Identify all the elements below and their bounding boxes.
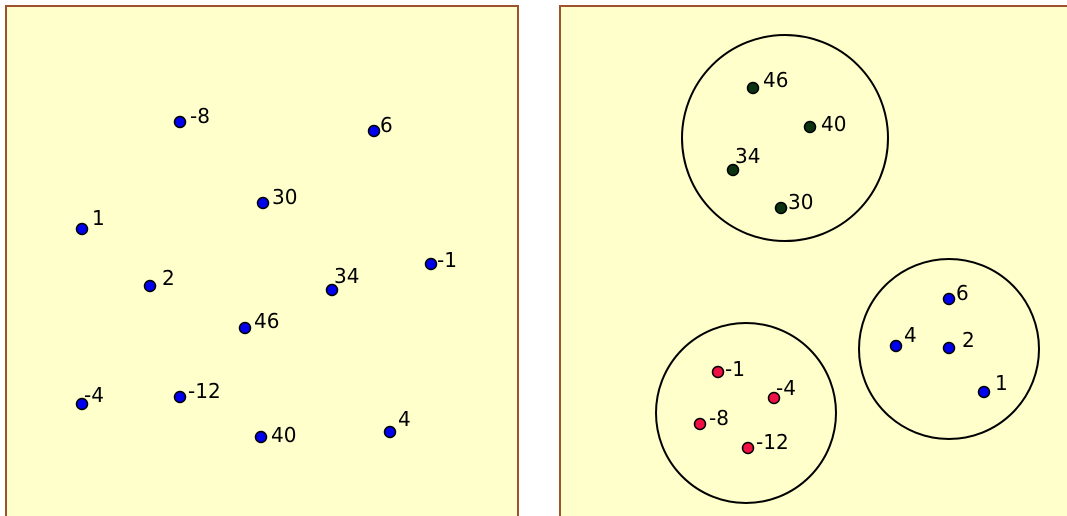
left-point-dot xyxy=(424,257,438,271)
cluster-point-label: -12 xyxy=(756,430,789,454)
cluster-point-dot xyxy=(889,339,903,353)
left-point-dot xyxy=(256,196,270,210)
left-point-label: -12 xyxy=(188,379,221,403)
left-point-dot xyxy=(143,279,157,293)
cluster-point-dot xyxy=(767,391,781,405)
cluster-point-label: 1 xyxy=(995,371,1008,395)
left-point-label: -1 xyxy=(437,248,457,272)
cluster-point-dot xyxy=(942,341,956,355)
left-point-label: 1 xyxy=(92,206,105,230)
cluster-point-label: 6 xyxy=(956,281,969,305)
left-point-label: 40 xyxy=(271,423,296,447)
left-point-dot xyxy=(173,390,187,404)
left-point-label: 34 xyxy=(334,264,359,288)
left-point-label: 46 xyxy=(254,309,279,333)
cluster-point-dot xyxy=(774,201,788,215)
cluster-point-dot xyxy=(726,163,740,177)
cluster-point-dot xyxy=(746,81,760,95)
left-point-dot xyxy=(254,430,268,444)
cluster-point-dot xyxy=(693,417,707,431)
left-point-label: 4 xyxy=(398,407,411,431)
right-clusters-group: 46 40 34 30 6 4 21 -1 -4 -8 -12 xyxy=(655,34,1040,504)
cluster-point-dot xyxy=(977,385,991,399)
cluster-boundary-circle xyxy=(655,322,837,504)
cluster-point-dot xyxy=(942,292,956,306)
cluster-point-label: 40 xyxy=(821,112,846,136)
cluster-1: 6 4 21 xyxy=(858,258,1040,440)
left-point-label: -8 xyxy=(190,104,210,128)
cluster-point-dot xyxy=(741,441,755,455)
left-point-label: 6 xyxy=(380,113,393,137)
left-point-dot xyxy=(383,425,397,439)
left-point-dot xyxy=(367,124,381,138)
left-point-dot xyxy=(325,283,339,297)
right-panel-clustered: 46 40 34 30 6 4 21 -1 -4 -8 -12 xyxy=(559,5,1067,516)
cluster-point-label: -1 xyxy=(725,357,745,381)
cluster-2: -1 -4 -8 -12 xyxy=(655,322,837,504)
left-point-label: 30 xyxy=(272,185,297,209)
left-point-dot xyxy=(75,397,89,411)
left-point-label: 2 xyxy=(162,266,175,290)
cluster-point-label: -4 xyxy=(776,376,796,400)
cluster-point-label: -8 xyxy=(709,406,729,430)
cluster-point-dot xyxy=(711,365,725,379)
cluster-point-label: 4 xyxy=(904,323,917,347)
right-panel-background xyxy=(559,5,1067,516)
cluster-0: 46 40 34 30 xyxy=(681,34,889,242)
cluster-point-dot xyxy=(803,120,817,134)
cluster-point-label: 30 xyxy=(788,190,813,214)
left-point-label: -4 xyxy=(84,383,104,407)
left-point-dot xyxy=(75,222,89,236)
cluster-boundary-circle xyxy=(858,258,1040,440)
cluster-point-label: 34 xyxy=(735,144,760,168)
cluster-point-label: 46 xyxy=(763,68,788,92)
left-point-dot xyxy=(238,321,252,335)
left-point-dot xyxy=(173,115,187,129)
cluster-point-label: 2 xyxy=(962,328,975,352)
cluster-boundary-circle xyxy=(681,34,889,242)
